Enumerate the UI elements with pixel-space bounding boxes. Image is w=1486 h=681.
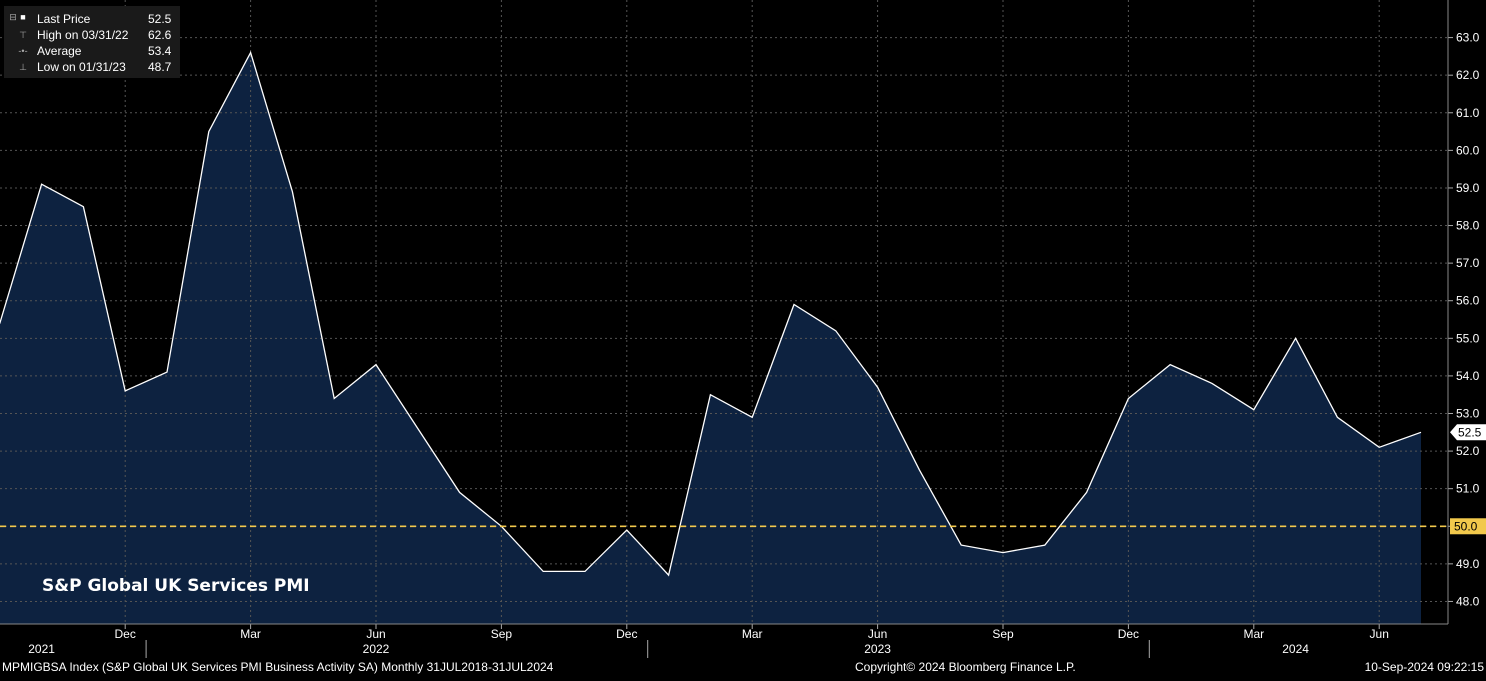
legend-label-average: Average	[37, 44, 82, 58]
x-tick-label: Jun	[1370, 627, 1389, 641]
average-marker-icon: -•-	[18, 46, 28, 56]
y-tick-label: 49.0	[1456, 557, 1480, 571]
footer-timestamp: 10-Sep-2024 09:22:15	[1364, 660, 1484, 674]
y-tick-label: 51.0	[1456, 482, 1480, 496]
y-tick-label: 56.0	[1456, 294, 1480, 308]
y-tick-label: 57.0	[1456, 256, 1480, 270]
footer-copyright: Copyright© 2024 Bloomberg Finance L.P.	[855, 660, 1076, 674]
y-tick-label: 55.0	[1456, 331, 1480, 345]
last-value-tag	[1450, 424, 1486, 441]
year-label: 2022	[363, 642, 390, 656]
last-value-label: 52.5	[1458, 425, 1482, 439]
legend-label-low: Low on 01/31/23	[37, 60, 126, 74]
x-tick-label: Mar	[742, 627, 763, 641]
legend-value-last-price: 52.5	[148, 12, 172, 26]
legend-box: ⊟ ■ Last Price 52.5 ⊤ High on 03/31/22 6…	[4, 6, 180, 78]
legend-value-average: 53.4	[148, 44, 172, 58]
reference-label-bg	[1450, 518, 1486, 535]
y-tick-label: 60.0	[1456, 143, 1480, 157]
last-price-swatch-icon: ■	[20, 12, 26, 22]
high-marker-icon: ⊤	[19, 30, 27, 40]
legend-value-low: 48.7	[148, 60, 172, 74]
series-area-fill	[0, 52, 1421, 624]
x-tick-label: Dec	[115, 627, 136, 641]
legend-value-high: 62.6	[148, 28, 172, 42]
x-tick-label: Dec	[616, 627, 637, 641]
chart-title: S&P Global UK Services PMI	[42, 576, 310, 596]
x-tick-label: Mar	[240, 627, 261, 641]
year-label: 2023	[864, 642, 891, 656]
y-tick-label: 52.0	[1456, 444, 1480, 458]
x-tick-label: Sep	[992, 627, 1014, 641]
low-marker-icon: ⊥	[19, 62, 27, 72]
y-tick-label: 48.0	[1456, 594, 1480, 608]
reference-label: 50.0	[1454, 519, 1478, 533]
x-tick-label: Mar	[1243, 627, 1264, 641]
y-tick-label: 59.0	[1456, 181, 1480, 195]
series-line	[0, 50, 1422, 577]
x-tick-label: Jun	[868, 627, 887, 641]
y-tick-label: 54.0	[1456, 369, 1480, 383]
x-tick-label: Jun	[366, 627, 385, 641]
y-tick-label: 58.0	[1456, 219, 1480, 233]
year-label: 2021	[28, 642, 55, 656]
collapse-icon[interactable]: ⊟	[9, 12, 17, 22]
legend-label-last-price: Last Price	[37, 12, 91, 26]
y-tick-label: 63.0	[1456, 31, 1480, 45]
footer-ticker: MPMIGBSA Index (S&P Global UK Services P…	[2, 660, 554, 674]
legend-label-high: High on 03/31/22	[37, 28, 129, 42]
x-tick-label: Dec	[1118, 627, 1139, 641]
year-label: 2024	[1282, 642, 1309, 656]
x-tick-label: Sep	[491, 627, 513, 641]
y-tick-label: 61.0	[1456, 106, 1480, 120]
y-tick-label: 53.0	[1456, 406, 1480, 420]
y-tick-label: 62.0	[1456, 68, 1480, 82]
